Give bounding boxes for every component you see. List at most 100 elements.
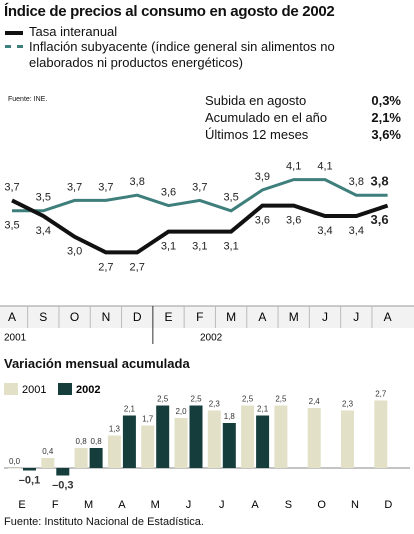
data-label: 2,0: [175, 407, 187, 416]
x-tick-label: J: [353, 310, 359, 324]
legend-swatch: [4, 383, 18, 395]
data-label: 3,4: [317, 225, 332, 237]
data-label: 2,7: [375, 390, 387, 399]
line: [12, 178, 388, 213]
data-label: 3,6: [255, 215, 270, 227]
data-label: 3,7: [4, 181, 19, 193]
x-tick-label: A: [258, 310, 266, 324]
x-tick-label: A: [384, 310, 392, 324]
bar: [41, 458, 55, 468]
stats-row: Subida en agosto 0,3%: [205, 92, 401, 109]
bar: [107, 435, 121, 468]
data-label: 3,4: [349, 225, 364, 237]
data-label: 0,4: [42, 447, 54, 456]
data-label: 2,3: [209, 400, 221, 409]
data-label: –0,1: [19, 474, 40, 486]
data-label: 2,5: [275, 395, 287, 404]
x-tick-label: S: [285, 499, 292, 511]
stats-row: Últimos 12 meses 3,6%: [205, 126, 401, 143]
legend-item: Tasa interanual: [5, 24, 405, 39]
data-label: 3,6: [371, 212, 389, 227]
data-label: 2,5: [157, 395, 169, 404]
data-label: 3,1: [223, 241, 238, 253]
stats-label: Últimos 12 meses: [205, 127, 309, 142]
data-label: 2,7: [130, 261, 145, 273]
source: Fuente: Instituto Nacional de Estadístic…: [4, 516, 204, 528]
x-tick-label: J: [186, 499, 192, 511]
data-label: 0,0: [9, 457, 21, 466]
bar: [122, 415, 136, 468]
stats-label: Acumulado en el año: [205, 110, 328, 125]
data-label: 3,8: [130, 176, 145, 188]
data-label: 3,1: [161, 241, 176, 253]
legend-swatch: [58, 383, 72, 395]
data-label: 4,1: [286, 161, 301, 173]
data-label: –0,3: [52, 479, 73, 491]
bar: [207, 410, 221, 468]
data-label: 2,7: [98, 261, 113, 273]
legend-swatch: [5, 31, 23, 35]
data-label: 3,5: [223, 192, 238, 204]
stats-label: Subida en agosto: [205, 93, 307, 108]
bar: [374, 400, 388, 468]
bar: [341, 410, 354, 468]
x-tick-label: A: [251, 499, 259, 511]
x-tick-label: J: [322, 310, 328, 324]
axis-band: [0, 306, 414, 328]
bar: [241, 405, 255, 468]
x-tick-label: A: [8, 310, 16, 324]
stats-value: 2,1%: [371, 110, 401, 125]
data-label: 3,5: [36, 192, 51, 204]
x-tick-label: D: [384, 499, 392, 511]
chart-title: Índice de precios al consumo en agosto d…: [4, 3, 335, 20]
bar: [222, 423, 236, 468]
stats-table: Subida en agosto 0,3% Acumulado en el año 2…: [205, 92, 401, 143]
x-tick-label: F: [52, 499, 59, 511]
x-tick-label: O: [317, 499, 326, 511]
data-label: 1,3: [109, 425, 121, 434]
data-label: 3,6: [161, 187, 176, 199]
data-label: 3,7: [67, 181, 82, 193]
data-label: 4,1: [317, 161, 332, 173]
x-tick-label: F: [196, 310, 203, 324]
x-tick-label: M: [84, 499, 93, 511]
data-label: 3,6: [286, 215, 301, 227]
data-label: 0,8: [76, 437, 88, 446]
data-label: 3,4: [36, 225, 51, 237]
stats-value: 0,3%: [371, 93, 401, 108]
bar: [274, 405, 288, 468]
data-label: 2,1: [124, 405, 136, 414]
data-label: 2,4: [309, 397, 321, 406]
data-label: 2,1: [257, 405, 269, 414]
x-tick-label: S: [39, 310, 47, 324]
data-label: 1,8: [224, 412, 236, 421]
legend-swatch: [5, 45, 23, 48]
x-tick-label: D: [133, 310, 142, 324]
legend-label: 2001: [22, 384, 46, 396]
x-tick-label: J: [219, 499, 225, 511]
data-label: 2,5: [242, 395, 254, 404]
bar: [23, 468, 36, 471]
data-label: 2,3: [342, 400, 354, 409]
chart-title: Variación mensual acumulada: [4, 356, 190, 371]
data-label: 3,5: [4, 220, 19, 232]
data-label: 3,9: [255, 171, 270, 183]
bar: [141, 425, 155, 468]
legend-label: Inflación subyacente (índice general sin…: [29, 39, 335, 70]
bar: [89, 448, 103, 468]
bar: [8, 468, 21, 469]
line: [11, 198, 389, 255]
stats-value: 3,6%: [371, 127, 401, 142]
year-label: 2001: [4, 333, 27, 344]
x-tick-label: A: [118, 499, 126, 511]
legend-label: 2002: [76, 384, 100, 396]
x-tick-label: O: [70, 310, 79, 324]
bar: [74, 448, 88, 468]
legend-label: Tasa interanual: [29, 24, 118, 39]
bar: [256, 415, 270, 468]
legend: Tasa interanual Inflación subyacente (ín…: [5, 24, 405, 71]
data-label: 3,1: [192, 241, 207, 253]
data-label: 2,5: [190, 395, 202, 404]
data-label: 0,8: [91, 437, 103, 446]
